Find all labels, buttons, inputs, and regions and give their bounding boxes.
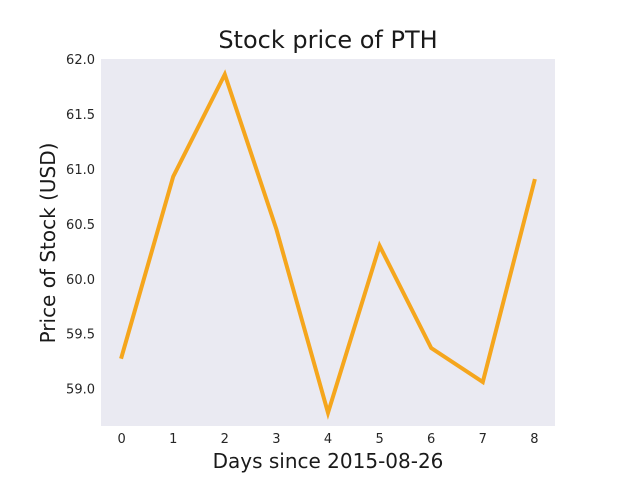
- y-tick-label: 60.5: [66, 218, 95, 233]
- x-tick-label: 3: [272, 432, 280, 447]
- x-axis-label: Days since 2015-08-26: [213, 449, 444, 473]
- y-tick-label: 59.5: [66, 328, 95, 343]
- y-axis-label: Price of Stock (USD): [36, 143, 60, 344]
- x-tick-labels: 0 1 2 3 4 5 6 7 8: [117, 432, 538, 447]
- series-line: [119, 69, 537, 420]
- x-tick-label: 4: [324, 432, 332, 447]
- y-tick-label: 60.0: [66, 273, 95, 288]
- y-tick-label: 61.0: [66, 163, 95, 178]
- x-tick-label: 6: [427, 432, 435, 447]
- y-tick-label: 62.0: [66, 53, 95, 68]
- chart-title: Stock price of PTH: [218, 26, 437, 54]
- x-tick-label: 1: [169, 432, 177, 447]
- x-tick-label: 0: [117, 432, 125, 447]
- y-tick-label: 59.0: [66, 383, 95, 398]
- x-tick-label: 2: [221, 432, 229, 447]
- x-tick-label: 8: [530, 432, 538, 447]
- x-tick-label: 5: [375, 432, 383, 447]
- y-tick-labels: 59.0 59.5 60.0 60.5 61.0 61.5 62.0: [66, 53, 95, 398]
- plot-area: [101, 59, 555, 426]
- y-tick-label: 61.5: [66, 108, 95, 123]
- x-tick-label: 7: [479, 432, 487, 447]
